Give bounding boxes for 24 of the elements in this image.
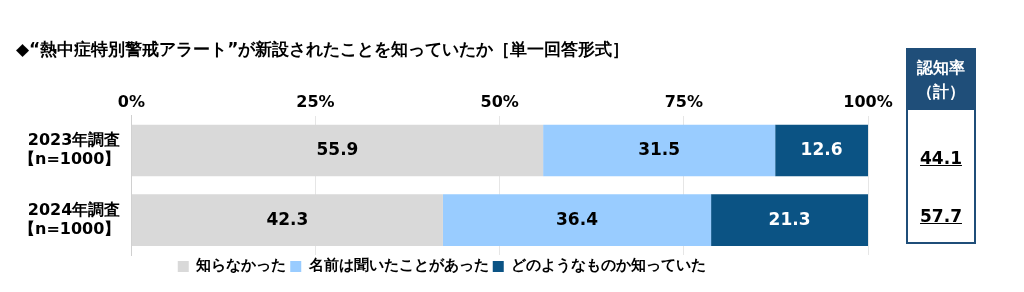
data-label: 36.4 (556, 208, 599, 229)
data-label: 12.6 (800, 138, 843, 159)
y-tick-label: 2023年調査【n=1000】 (19, 130, 121, 169)
legend-label: 知らなかった (195, 256, 287, 275)
legend-label: どのようなものか知っていた (511, 256, 707, 275)
bar (543, 124, 776, 177)
bar (442, 194, 712, 246)
legend-label: 名前は聞いたことがあった (307, 256, 489, 275)
chart-title: ◆“熱中症特別警戒アラート”が新設されたことを知っていたか［単一回答形式］ (16, 38, 630, 59)
x-tick-label: 25% (296, 92, 335, 112)
text: 57.7 (919, 206, 963, 226)
x-tick-label: 0% (117, 92, 145, 112)
data-label: 31.5 (638, 138, 681, 159)
x-tick-label: 75% (664, 92, 703, 112)
data-label: 42.3 (266, 208, 309, 229)
bar (711, 194, 868, 246)
text: 44.1 (919, 148, 963, 168)
y-tick-label: 2024年調査【n=1000】 (19, 199, 121, 238)
text: 認知率（計） (908, 50, 974, 110)
bar (775, 124, 868, 177)
data-label: 21.3 (768, 208, 811, 229)
data-label: 55.9 (316, 138, 359, 159)
x-tick-label: 100% (843, 92, 893, 112)
x-tick-label: 50% (480, 92, 519, 112)
